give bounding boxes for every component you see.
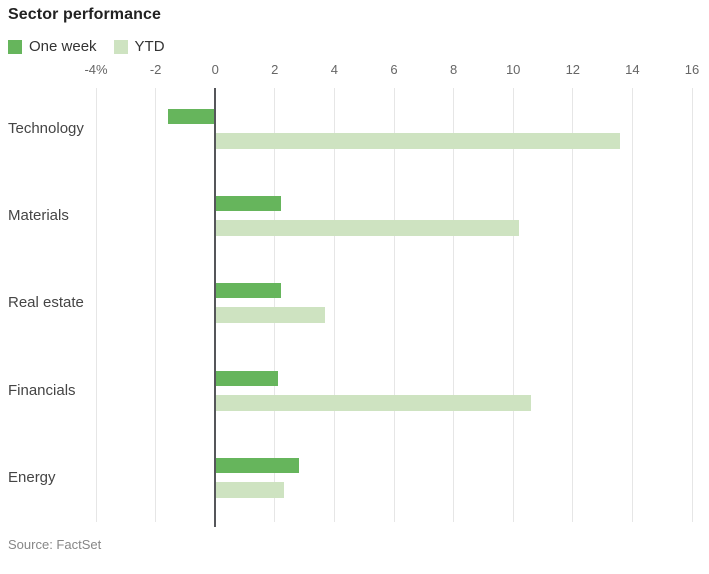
x-tick-label: 16 [684,62,700,77]
gridline [274,88,276,522]
category-label-energy: Energy [8,469,56,486]
legend-label-one-week: One week [29,38,97,55]
x-tick-label: 8 [449,62,458,77]
gridline [512,88,514,522]
gridline [691,88,693,522]
category-label-real-estate: Real estate [8,294,84,311]
gridline [155,88,157,522]
bar-ytd-technology [215,133,621,149]
x-tick-label: 6 [390,62,398,77]
legend-item-ytd: YTD [113,38,165,55]
source-note: Source: FactSet [8,537,102,552]
x-tick-label: 4 [330,62,339,77]
category-label-financials: Financials [8,382,76,399]
bar-ytd-energy [215,482,284,498]
x-tick-label: -2 [149,62,162,77]
bar-ytd-materials [215,220,520,236]
gridline [453,88,455,522]
legend-swatch-ytd-icon [113,39,128,54]
x-tick-label: 0 [211,62,219,77]
gridline [631,88,633,522]
x-tick-label: 10 [505,62,521,77]
bar-one-week-technology [167,109,216,124]
x-tick-label: 12 [565,62,581,77]
x-tick-label: -4% [84,62,108,77]
bar-ytd-financials [215,395,532,411]
chart-title: Sector performance [8,6,161,23]
legend-swatch-one-week-icon [8,39,22,54]
bar-one-week-real-estate [215,283,281,298]
category-label-materials: Materials [8,207,69,224]
bar-one-week-energy [215,458,299,473]
bar-one-week-financials [215,371,278,386]
legend: One week YTD [8,38,182,55]
x-tick-label: 2 [271,62,279,77]
bar-one-week-materials [215,196,281,211]
gridline [572,88,574,522]
gridline [393,88,395,522]
bar-ytd-real-estate [215,307,326,323]
legend-item-one-week: One week [8,38,97,55]
category-label-technology: Technology [8,120,84,137]
gridline [95,88,97,522]
legend-label-ytd: YTD [134,38,165,55]
gridline [333,88,335,522]
zero-axis-line [214,88,217,527]
x-tick-label: 14 [625,62,640,77]
